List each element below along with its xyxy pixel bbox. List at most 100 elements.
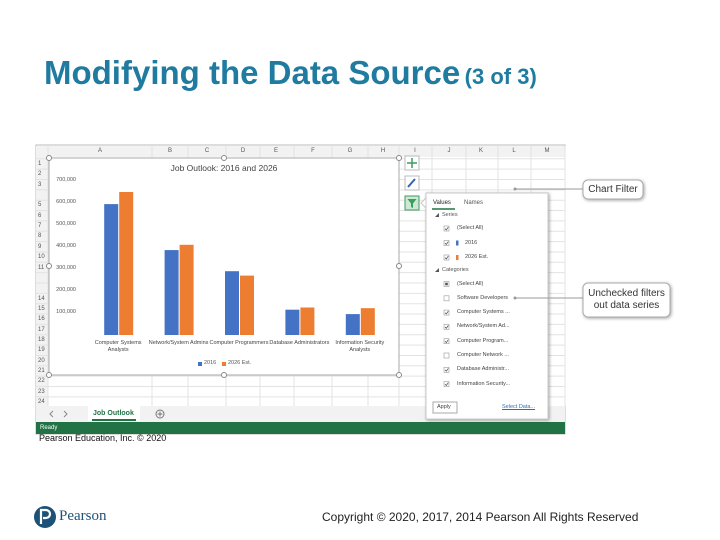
checkmark bbox=[444, 382, 449, 387]
callout-box bbox=[582, 179, 644, 200]
filter-item[interactable]: (Select All) bbox=[457, 280, 484, 287]
column-header: E bbox=[273, 148, 279, 154]
bar bbox=[300, 307, 315, 335]
series-color bbox=[456, 255, 459, 260]
checkmark bbox=[444, 226, 449, 231]
bar bbox=[119, 192, 134, 335]
panel-pointer bbox=[420, 196, 427, 210]
y-tick-label: 400,000 bbox=[56, 243, 76, 249]
panel-tab[interactable]: Values bbox=[433, 200, 451, 206]
title-suffix: (3 of 3) bbox=[464, 64, 537, 89]
x-tick-label: Computer Programmers bbox=[209, 340, 269, 346]
filter-item[interactable]: Computer Network ... bbox=[457, 352, 509, 358]
row-header: 1 bbox=[38, 161, 42, 167]
x-tick-label: Database Administrators bbox=[269, 340, 330, 346]
section-header: Categories bbox=[442, 267, 469, 273]
panel-tab[interactable]: Names bbox=[464, 200, 484, 206]
checkbox bbox=[443, 225, 450, 232]
column-header: C bbox=[204, 148, 210, 154]
row-header: 16 bbox=[38, 316, 45, 323]
legend-swatch bbox=[222, 362, 226, 366]
checkbox bbox=[443, 254, 450, 261]
filter-item[interactable]: 2016 bbox=[465, 239, 478, 246]
checkmark bbox=[444, 339, 449, 344]
column-header: D bbox=[240, 148, 246, 154]
bar bbox=[345, 314, 360, 335]
column-header: J bbox=[447, 148, 451, 154]
legend-swatch bbox=[198, 362, 202, 366]
checkbox bbox=[443, 309, 450, 316]
column-header: L bbox=[512, 148, 516, 154]
column-header: F bbox=[311, 148, 315, 154]
sheet-tab-bg bbox=[88, 406, 140, 421]
row-header: 9 bbox=[38, 243, 42, 250]
column-header: M bbox=[544, 148, 550, 154]
y-tick-label: 100,000 bbox=[56, 309, 76, 315]
filter-item[interactable]: Software Developers bbox=[457, 294, 509, 301]
apply-label[interactable]: Apply bbox=[437, 404, 451, 410]
checkbox bbox=[443, 240, 450, 246]
filter-item[interactable]: Network/System Ad... bbox=[457, 323, 510, 330]
row-header: 17 bbox=[38, 326, 45, 333]
filter-item[interactable]: Computer Program... bbox=[457, 337, 509, 344]
column-header: B bbox=[167, 148, 173, 154]
x-tick-label: Information Security Analysts bbox=[335, 340, 385, 353]
callout-dot bbox=[513, 296, 517, 300]
y-tick-label: 500,000 bbox=[56, 221, 76, 227]
collapse-arrow bbox=[435, 213, 439, 217]
bar bbox=[285, 309, 300, 335]
x-tick-label: Network/System Admins bbox=[148, 340, 209, 346]
plus-icon bbox=[407, 158, 417, 168]
apply-button[interactable] bbox=[432, 401, 458, 414]
status-bar bbox=[36, 422, 565, 434]
row-header: 3 bbox=[38, 181, 42, 188]
filter-item[interactable]: Information Security... bbox=[457, 380, 511, 387]
bar bbox=[104, 204, 119, 335]
checkmark bbox=[444, 368, 449, 372]
row-header: 22 bbox=[38, 378, 45, 385]
checkbox bbox=[443, 338, 450, 345]
row-header: 10 bbox=[38, 254, 45, 261]
chart-title: Job Outlook: 2016 and 2026 bbox=[170, 163, 278, 173]
column-header-bar bbox=[36, 146, 565, 157]
row-header: 20 bbox=[38, 357, 45, 364]
bar bbox=[240, 275, 254, 335]
filter-item[interactable]: 2026 Est. bbox=[465, 254, 489, 260]
filter-icon bbox=[407, 199, 417, 208]
legend-label: 2026 Est. bbox=[228, 360, 252, 366]
callout-text: Unchecked filters bbox=[588, 288, 665, 299]
logo-text: Pearson bbox=[59, 508, 107, 524]
row-header: 6 bbox=[38, 212, 42, 219]
row-header: 11 bbox=[38, 264, 45, 271]
partial-mark bbox=[445, 282, 448, 286]
filter-item[interactable]: (Select All) bbox=[457, 225, 484, 231]
row-header: 5 bbox=[38, 202, 42, 209]
section-header: Series bbox=[442, 212, 458, 218]
row-header: 2 bbox=[38, 171, 42, 178]
sheet-tab[interactable]: Job Outlook bbox=[93, 410, 134, 417]
filter-item[interactable]: Database Administr... bbox=[457, 366, 509, 373]
callout-text: out data series bbox=[593, 300, 660, 311]
title-main: Modifying the Data Source bbox=[44, 54, 461, 91]
row-header: 23 bbox=[38, 388, 45, 395]
tab-scroll-arrows[interactable] bbox=[49, 410, 68, 418]
logo-p bbox=[39, 508, 52, 524]
x-tick-label: Computer Systems Analysts bbox=[94, 340, 142, 353]
checkbox bbox=[443, 381, 450, 387]
new-sheet-button[interactable] bbox=[155, 409, 165, 419]
source-note: Pearson Education, Inc. © 2020 bbox=[39, 433, 167, 443]
column-header: H bbox=[380, 148, 386, 154]
copyright: Copyright © 2020, 2017, 2014 Pearson All… bbox=[322, 510, 639, 524]
column-header: A bbox=[97, 148, 103, 154]
checkmark bbox=[444, 325, 449, 329]
y-tick-label: 600,000 bbox=[56, 199, 76, 205]
column-header: I bbox=[414, 148, 416, 154]
filter-item[interactable]: Computer Systems ... bbox=[457, 309, 510, 316]
row-header: 18 bbox=[38, 336, 45, 343]
brush-icon bbox=[407, 178, 416, 188]
select-data-link[interactable]: Select Data... bbox=[502, 404, 536, 410]
callout-text: Chart Filter bbox=[588, 183, 638, 195]
chart-handles bbox=[46, 155, 402, 378]
